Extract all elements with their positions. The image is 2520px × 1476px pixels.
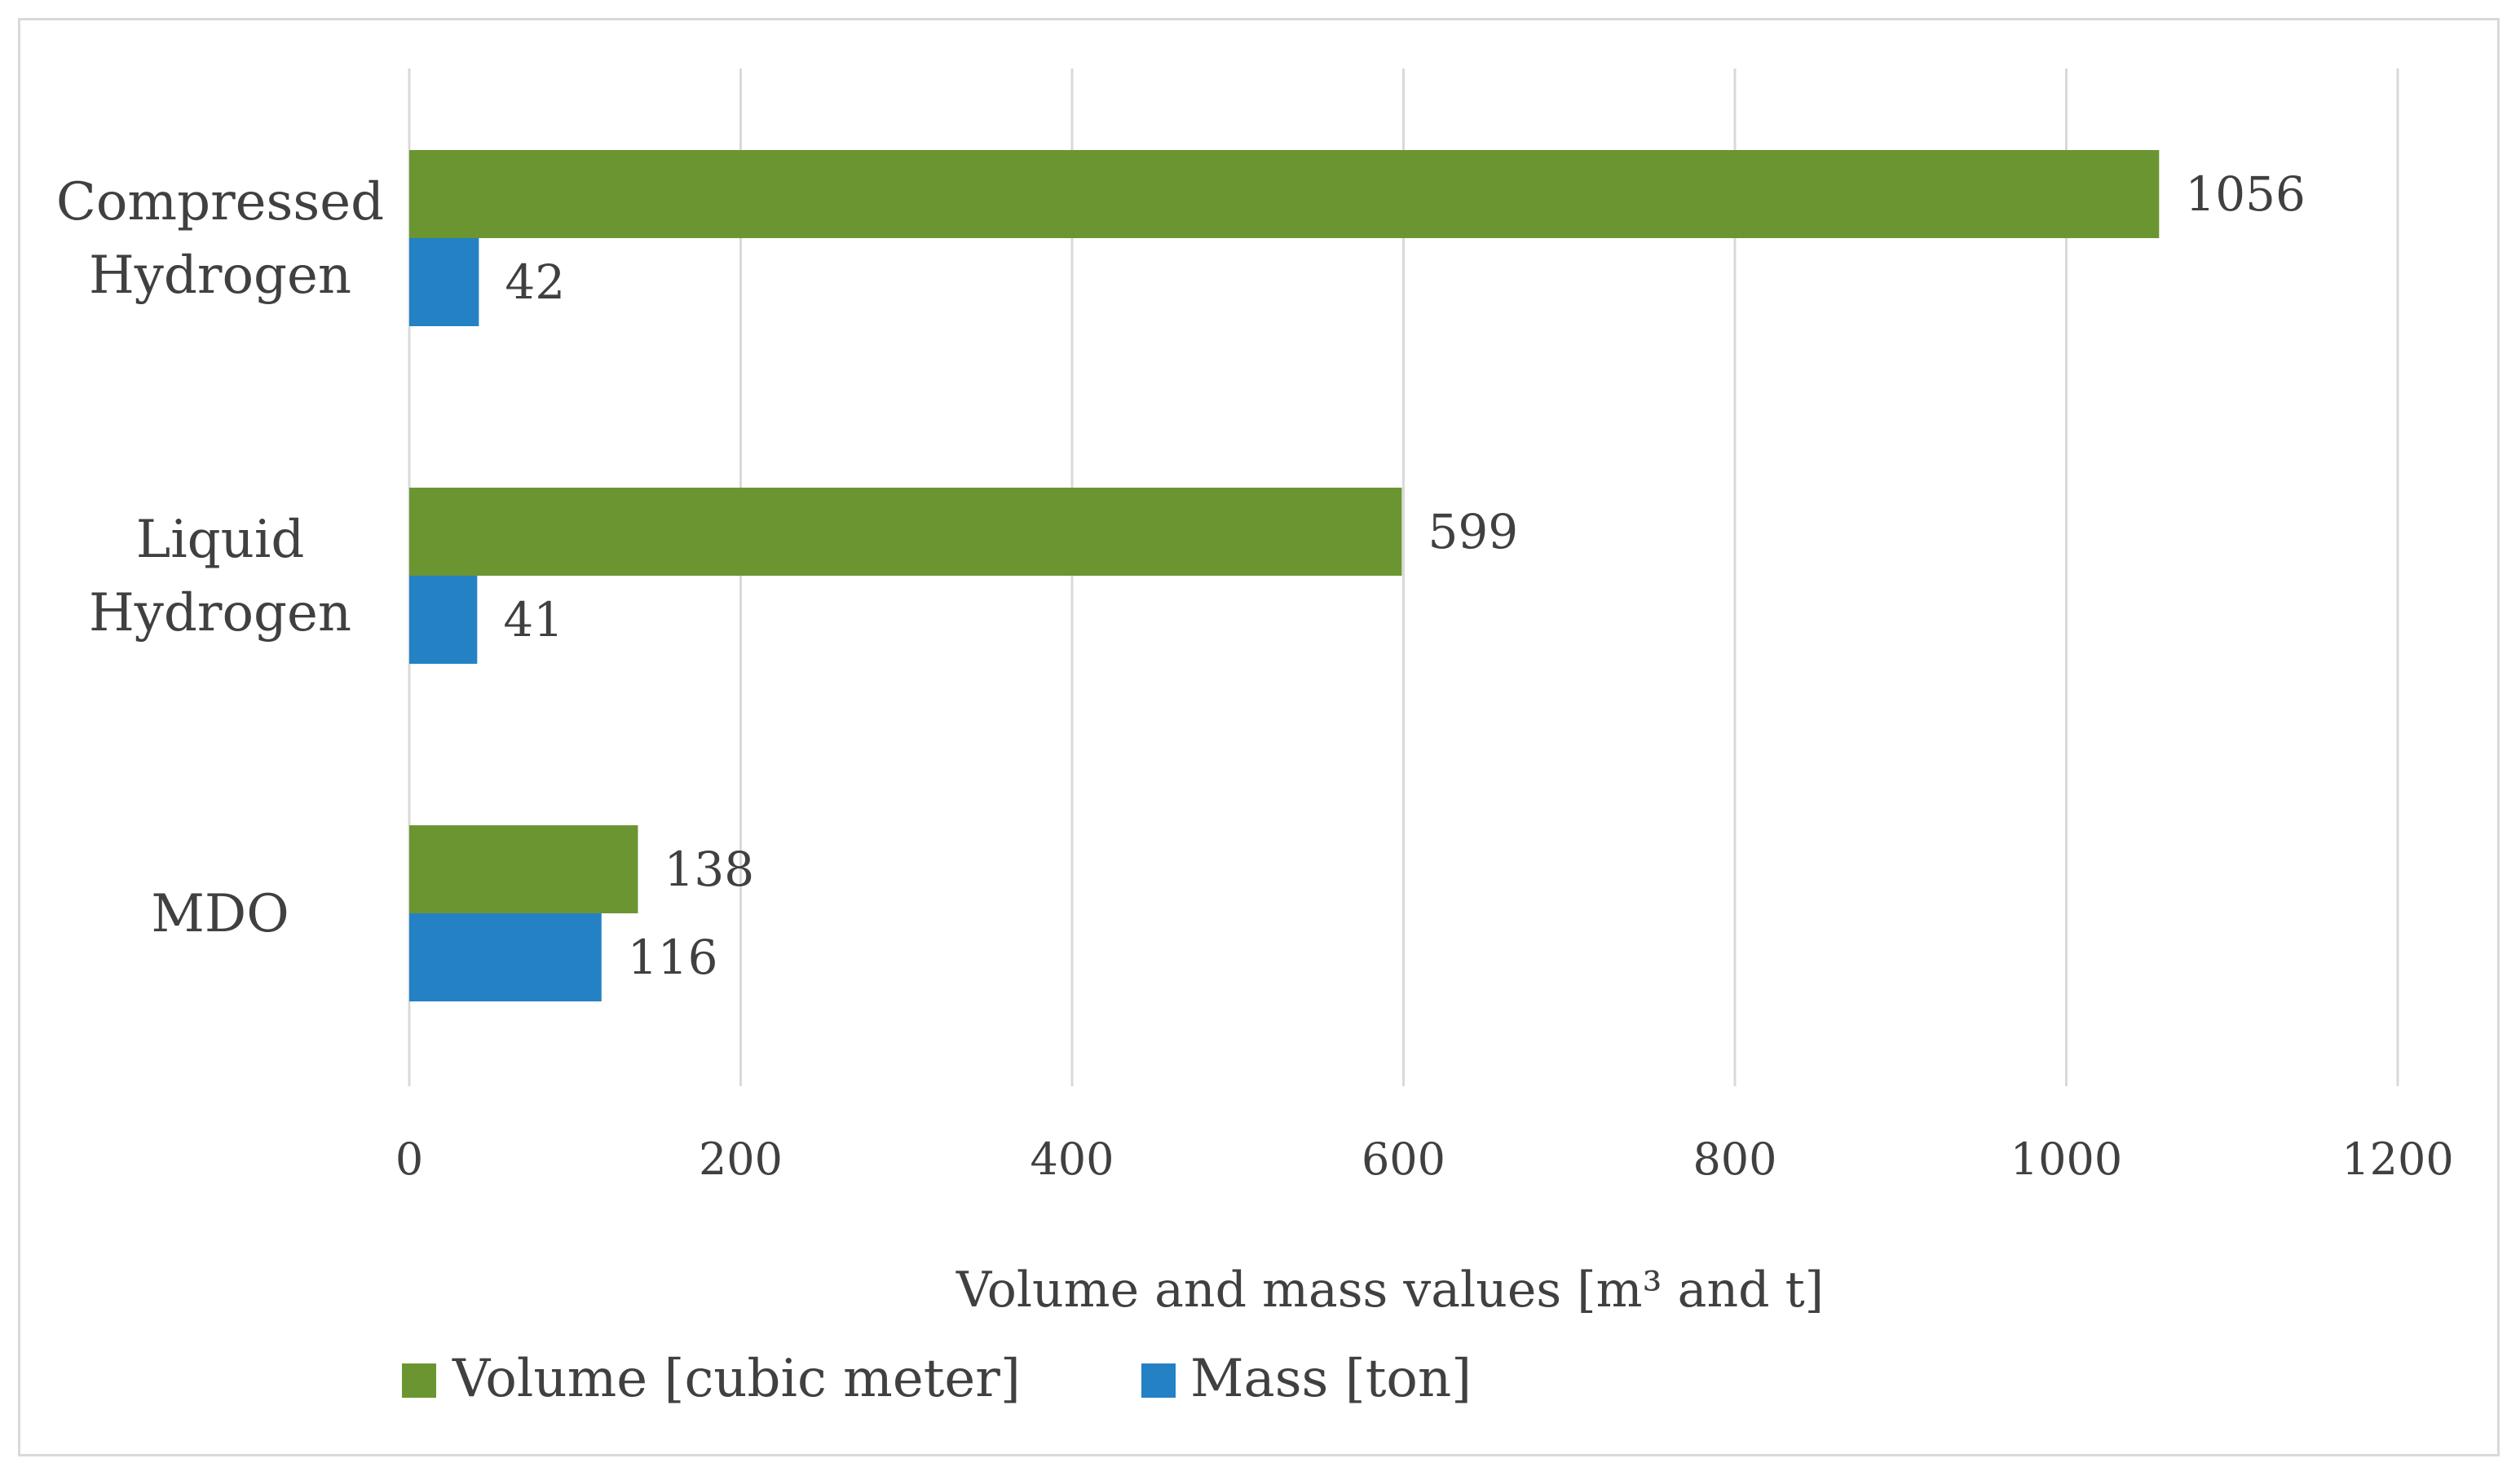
- bars: [409, 150, 2160, 1001]
- category-label-1: Liquid Hydrogen: [89, 510, 351, 643]
- data-label-mass-2: 116: [628, 930, 718, 985]
- x-tick-label-1200: 1200: [2341, 1134, 2453, 1185]
- bar-mass-0: [409, 238, 479, 326]
- legend-label-volume: Volume [cubic meter]: [452, 1349, 1021, 1409]
- data-labels: 1056 599 138 42 41 116: [503, 166, 2306, 985]
- bar-volume-0: [409, 150, 2160, 238]
- category-labels: Compressed Hydrogen Liquid Hydrogen MDO: [56, 172, 384, 944]
- category-label-0: Compressed Hydrogen: [56, 172, 384, 306]
- x-tick-labels: 0 200 400 600 800 1000 1200: [395, 1134, 2454, 1185]
- x-axis-title: Volume and mass values [m³ and t]: [955, 1262, 1824, 1319]
- data-label-volume-1: 599: [1428, 504, 1518, 559]
- legend-swatch-volume: [402, 1363, 436, 1398]
- category-label-2: MDO: [151, 884, 289, 944]
- data-label-volume-0: 1056: [2185, 166, 2306, 222]
- x-tick-label-800: 800: [1693, 1134, 1776, 1185]
- x-tick-label-1000: 1000: [2010, 1134, 2122, 1185]
- legend-swatch-mass: [1141, 1363, 1176, 1398]
- data-label-mass-1: 41: [503, 592, 563, 647]
- x-tick-label-600: 600: [1362, 1134, 1445, 1185]
- legend-item-volume: Volume [cubic meter]: [402, 1349, 1021, 1409]
- legend: Volume [cubic meter] Mass [ton]: [402, 1349, 1472, 1409]
- data-label-volume-2: 138: [664, 842, 754, 897]
- bar-mass-1: [409, 576, 478, 664]
- bar-mass-2: [409, 913, 602, 1001]
- x-tick-label-400: 400: [1030, 1134, 1114, 1185]
- legend-label-mass: Mass [ton]: [1190, 1349, 1472, 1409]
- x-tick-label-0: 0: [395, 1134, 423, 1185]
- bar-volume-2: [409, 825, 638, 913]
- legend-item-mass: Mass [ton]: [1141, 1349, 1472, 1409]
- x-tick-label-200: 200: [699, 1134, 783, 1185]
- data-label-mass-0: 42: [505, 254, 565, 310]
- bar-volume-1: [409, 488, 1402, 576]
